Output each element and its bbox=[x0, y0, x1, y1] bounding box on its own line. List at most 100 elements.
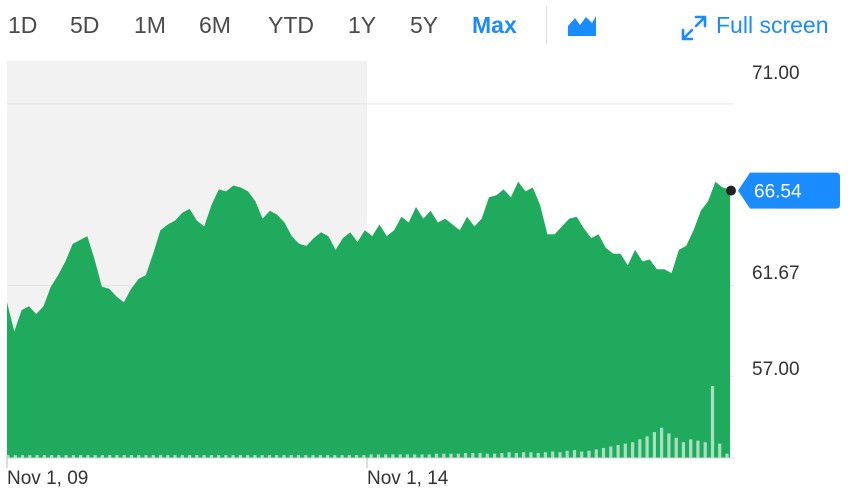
range-1y-button[interactable]: 1Y bbox=[348, 12, 377, 38]
volume-bar bbox=[478, 453, 482, 458]
volume-bar bbox=[718, 443, 722, 458]
mountain-chart-icon bbox=[568, 16, 596, 36]
volume-bar bbox=[6, 455, 10, 458]
volume-bar bbox=[413, 454, 417, 458]
volume-bar bbox=[122, 455, 126, 458]
volume-bar bbox=[420, 454, 424, 458]
volume-bar bbox=[246, 455, 250, 458]
fullscreen-label: Full screen bbox=[716, 12, 829, 38]
volume-bar bbox=[536, 453, 540, 458]
volume-bar bbox=[166, 455, 170, 458]
volume-bar bbox=[587, 450, 591, 458]
volume-bar bbox=[493, 453, 497, 458]
volume-bar bbox=[543, 452, 547, 458]
volume-bar bbox=[296, 455, 301, 458]
volume-bar bbox=[529, 452, 533, 458]
volume-bar bbox=[471, 453, 475, 458]
volume-bar bbox=[456, 453, 460, 458]
volume-bar bbox=[616, 445, 620, 458]
volume-bar bbox=[275, 455, 279, 458]
range-toolbar: 1D 5D 1M 6M YTD 1Y 5Y Max Full screen bbox=[0, 0, 856, 52]
volume-bars bbox=[6, 386, 729, 458]
volume-bar bbox=[565, 450, 569, 458]
volume-bar bbox=[485, 453, 489, 458]
volume-bar bbox=[260, 455, 264, 458]
volume-bar bbox=[64, 455, 68, 458]
volume-bar bbox=[522, 452, 526, 458]
volume-bar bbox=[660, 427, 664, 458]
y-tick-label: 71.00 bbox=[752, 63, 800, 84]
volume-bar bbox=[158, 455, 163, 458]
volume-bar bbox=[434, 453, 439, 458]
volume-bar bbox=[696, 440, 700, 458]
volume-bar bbox=[311, 455, 315, 458]
volume-bar bbox=[57, 455, 61, 458]
y-tick-label: 61.67 bbox=[752, 263, 800, 284]
range-1d-button[interactable]: 1D bbox=[8, 12, 38, 38]
volume-bar bbox=[115, 455, 119, 458]
toolbar-divider bbox=[546, 6, 547, 44]
volume-bar bbox=[551, 451, 555, 458]
volume-bar bbox=[667, 433, 671, 458]
volume-bar bbox=[137, 455, 141, 458]
volume-bar bbox=[463, 453, 468, 458]
volume-bar bbox=[427, 454, 431, 458]
last-price-label: 66.54 bbox=[754, 182, 802, 203]
last-price-marker bbox=[726, 185, 736, 196]
volume-bar bbox=[681, 442, 685, 458]
volume-bar bbox=[108, 455, 112, 458]
volume-bar bbox=[42, 455, 46, 458]
volume-bar bbox=[689, 439, 693, 458]
volume-bar bbox=[442, 453, 446, 458]
volume-bar bbox=[71, 455, 75, 458]
x-tick-label: Nov 1, 14 bbox=[367, 468, 449, 489]
volume-bar bbox=[340, 455, 344, 458]
volume-bar bbox=[209, 455, 213, 458]
volume-bar bbox=[217, 455, 221, 458]
volume-bar bbox=[376, 454, 380, 458]
volume-bar bbox=[362, 455, 366, 458]
volume-bar bbox=[20, 455, 25, 458]
volume-bar bbox=[355, 455, 359, 458]
volume-bar bbox=[369, 454, 373, 458]
volume-bar bbox=[289, 455, 293, 458]
volume-bar bbox=[391, 454, 395, 458]
volume-bar bbox=[180, 455, 184, 458]
chart-type-button[interactable] bbox=[566, 12, 598, 38]
volume-bar bbox=[703, 442, 707, 458]
volume-bar bbox=[86, 455, 90, 458]
range-6m-button[interactable]: 6M bbox=[199, 12, 231, 38]
range-1m-button[interactable]: 1M bbox=[134, 12, 166, 38]
volume-bar bbox=[28, 455, 32, 458]
range-max-button[interactable]: Max bbox=[472, 12, 517, 38]
range-5d-button[interactable]: 5D bbox=[70, 12, 100, 38]
volume-bar bbox=[304, 455, 308, 458]
volume-bar bbox=[507, 452, 511, 458]
range-ytd-button[interactable]: YTD bbox=[268, 12, 314, 38]
volume-bar bbox=[674, 437, 678, 458]
volume-bar bbox=[645, 436, 649, 458]
volume-bar bbox=[129, 455, 134, 458]
volume-bar bbox=[500, 453, 504, 458]
volume-bar bbox=[710, 386, 715, 458]
volume-bar bbox=[514, 453, 518, 458]
volume-bar bbox=[638, 439, 642, 458]
volume-bar bbox=[13, 455, 17, 458]
volume-bar bbox=[151, 455, 155, 458]
volume-bar bbox=[652, 432, 656, 458]
volume-bar bbox=[347, 455, 351, 458]
volume-bar bbox=[318, 455, 322, 458]
volume-bar bbox=[100, 455, 104, 458]
volume-bar bbox=[282, 455, 286, 458]
volume-bar bbox=[50, 455, 54, 458]
range-5y-button[interactable]: 5Y bbox=[410, 12, 439, 38]
volume-bar bbox=[594, 449, 598, 458]
volume-bar bbox=[631, 442, 635, 458]
volume-bar bbox=[601, 447, 606, 458]
volume-bar bbox=[558, 452, 562, 458]
volume-bar bbox=[623, 443, 627, 458]
volume-bar bbox=[449, 453, 453, 458]
volume-bar bbox=[173, 455, 177, 458]
volume-bar bbox=[398, 454, 402, 458]
